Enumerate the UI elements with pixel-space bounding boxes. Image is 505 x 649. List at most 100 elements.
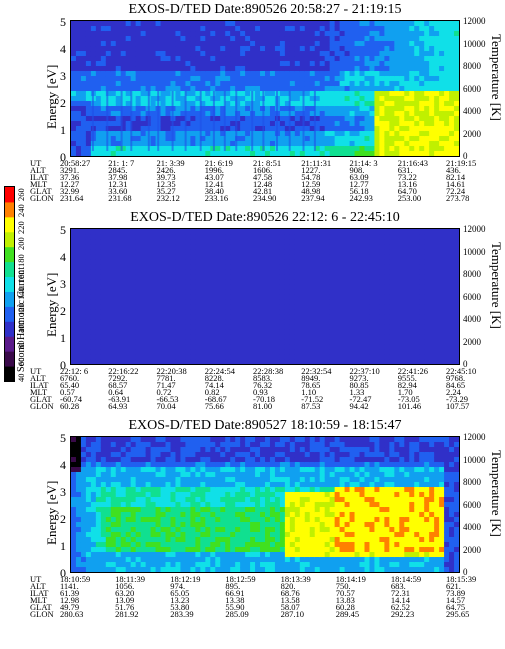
- spectrogram-cell: [165, 497, 172, 503]
- spectrogram-cell: [190, 81, 196, 87]
- spectrogram-cell: [439, 259, 445, 265]
- spectrogram-cell: [314, 101, 321, 107]
- spectrogram-cell: [309, 344, 316, 350]
- spectrogram-cell: [384, 299, 390, 305]
- spectrogram-cell: [439, 284, 445, 290]
- spectrogram-cell: [250, 309, 256, 315]
- spectrogram-cell: [140, 66, 147, 72]
- spectrogram-cell: [369, 344, 376, 350]
- spectrogram-cell: [85, 111, 92, 117]
- spectrogram-cell: [299, 289, 306, 295]
- spectrogram-cell: [279, 244, 286, 250]
- spectrogram-cell: [269, 344, 276, 350]
- spectrogram-cell: [140, 314, 147, 320]
- spectrogram-cell: [130, 552, 137, 558]
- temperature-tick-label: 0: [463, 151, 468, 161]
- spectrogram-cell: [265, 116, 271, 122]
- spectrogram-cell: [160, 532, 167, 538]
- spectrogram-cell: [369, 41, 376, 47]
- spectrogram-cell: [165, 254, 172, 260]
- spectrogram-cell: [454, 106, 459, 112]
- spectrogram-cell: [324, 121, 331, 127]
- spectrogram-cell: [200, 91, 206, 97]
- spectrogram-cell: [170, 249, 177, 255]
- spectrogram-cell: [449, 274, 455, 280]
- spectrogram-cell: [424, 324, 430, 330]
- spectrogram-cell: [185, 106, 191, 112]
- spectrogram-cell: [374, 46, 381, 52]
- spectrogram-cell: [369, 61, 376, 67]
- spectrogram-cell: [210, 81, 216, 87]
- spectrogram-cell: [130, 136, 137, 142]
- spectrogram-cell: [354, 274, 361, 280]
- spectrogram-cell: [359, 259, 366, 265]
- spectrogram-cell: [434, 61, 440, 67]
- spectrogram-cell: [299, 349, 306, 355]
- spectrogram-cell: [190, 269, 196, 275]
- spectrogram-cell: [434, 284, 440, 290]
- spectrogram-cell: [439, 279, 445, 285]
- spectrogram-cell: [334, 106, 341, 112]
- spectrogram-cell: [409, 254, 415, 260]
- spectrogram-cell: [230, 71, 236, 77]
- energy-tick-label: 2: [60, 96, 66, 110]
- spectrogram-cell: [160, 71, 167, 77]
- spectrogram-cell: [250, 254, 256, 260]
- spectrogram-cell: [374, 249, 381, 255]
- spectrogram-cell: [155, 329, 162, 335]
- spectrogram-cell: [454, 81, 459, 87]
- ephemeris-cell: 6760.: [60, 373, 80, 383]
- spectrogram-cell: [100, 557, 107, 563]
- spectrogram-cell: [399, 274, 405, 280]
- spectrogram-cell: [115, 467, 122, 473]
- spectrogram-cell: [449, 96, 455, 102]
- spectrogram-cell: [324, 41, 331, 47]
- spectrogram-cell: [394, 284, 400, 290]
- spectrogram-cell: [369, 314, 376, 320]
- spectrogram-cell: [120, 86, 127, 92]
- spectrogram-cell: [324, 21, 331, 27]
- spectrogram-cell: [230, 244, 236, 250]
- spectrogram-cell: [314, 309, 321, 315]
- spectrogram-cell: [299, 259, 306, 265]
- spectrogram-cell: [160, 299, 167, 305]
- spectrogram-cell: [175, 131, 182, 137]
- spectrogram-cell: [225, 334, 231, 340]
- spectrogram-cell: [329, 101, 336, 107]
- spectrogram-cell: [324, 56, 331, 62]
- ephemeris-cell: 21: 3:39: [156, 158, 185, 168]
- spectrogram-cell: [379, 96, 385, 102]
- spectrogram-cell: [180, 56, 187, 62]
- spectrogram-cell: [125, 447, 132, 453]
- spectrogram-cell: [215, 126, 221, 132]
- spectrogram-cell: [309, 41, 316, 47]
- ephemeris-cell: 76.32: [253, 380, 273, 390]
- spectrogram-cell: [309, 56, 316, 62]
- spectrogram-cell: [369, 279, 376, 285]
- spectrogram-cell: [394, 46, 400, 52]
- spectrogram-cell: [105, 562, 112, 568]
- spectrogram-cell: [449, 339, 455, 345]
- spectrogram-cell: [309, 269, 316, 275]
- spectrogram-cell: [180, 274, 187, 280]
- spectrogram-streak: [288, 91, 291, 151]
- spectrogram-cell: [294, 329, 301, 335]
- spectrogram-cell: [170, 522, 177, 528]
- spectrogram-cell: [85, 552, 92, 558]
- spectrogram-cell: [344, 289, 351, 295]
- ephemeris-cell: 80.85: [349, 380, 369, 390]
- spectrogram-cell: [344, 264, 351, 270]
- spectrogram-cell: [230, 289, 236, 295]
- spectrogram-cell: [449, 81, 455, 87]
- spectrogram-cell: [205, 294, 211, 300]
- spectrogram-cell: [359, 344, 366, 350]
- spectrogram-cell: [250, 269, 256, 275]
- spectrogram-cell: [215, 91, 221, 97]
- spectrogram-cell: [324, 349, 331, 355]
- spectrogram-cell: [115, 542, 122, 548]
- spectrogram-cell: [424, 249, 430, 255]
- spectrogram-cell: [449, 21, 455, 27]
- spectrogram-cell: [309, 259, 316, 265]
- spectrogram-cell: [160, 472, 167, 478]
- spectrogram-cell: [364, 61, 371, 67]
